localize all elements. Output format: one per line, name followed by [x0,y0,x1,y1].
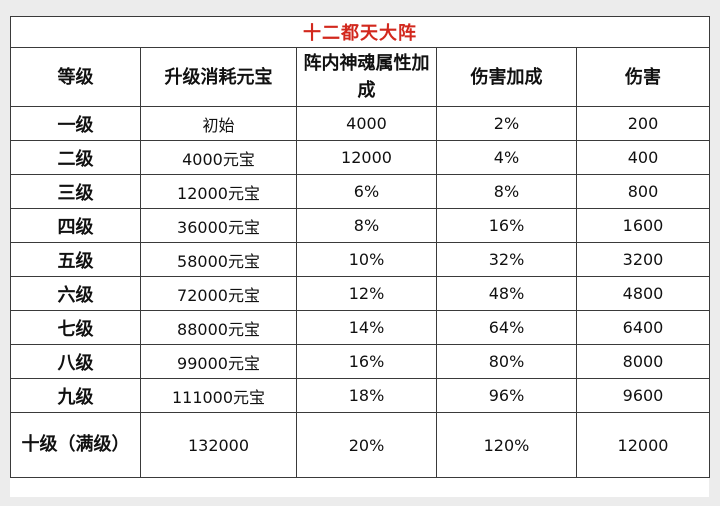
header-damage-bonus: 伤害加成 [436,47,577,107]
cell-level: 七级 [10,310,141,345]
cell-damage: 12000 [575,412,711,478]
cell-level: 八级 [10,344,141,379]
upgrade-table: 十二都天大阵 等级 升级消耗元宝 阵内神魂属性加成 伤害加成 伤害 一级 初始 … [9,16,711,478]
table-sheet: 十二都天大阵 等级 升级消耗元宝 阵内神魂属性加成 伤害加成 伤害 一级 初始 … [9,16,711,497]
cell-level: 五级 [10,242,141,277]
cell-damage-bonus: 4% [436,140,577,175]
header-cost: 升级消耗元宝 [140,47,297,107]
cell-damage: 1600 [575,208,711,243]
table-row: 六级 72000元宝 12% 48% 4800 [10,276,711,311]
cell-level: 三级 [10,174,141,209]
cell-soul-bonus: 8% [296,208,437,243]
cell-soul-bonus: 20% [296,412,437,478]
header-row: 等级 升级消耗元宝 阵内神魂属性加成 伤害加成 伤害 [10,47,711,107]
cell-cost: 36000元宝 [140,208,297,243]
cell-damage: 8000 [575,344,711,379]
table-row: 二级 4000元宝 12000 4% 400 [10,140,711,175]
cell-damage-bonus: 16% [436,208,577,243]
cell-soul-bonus: 18% [296,378,437,413]
cell-level: 二级 [10,140,141,175]
cell-damage: 400 [575,140,711,175]
cell-soul-bonus: 14% [296,310,437,345]
cell-level: 十级（满级） [10,412,141,478]
cell-cost: 111000元宝 [140,378,297,413]
cell-level: 四级 [10,208,141,243]
cell-cost: 初始 [140,106,297,141]
header-level: 等级 [10,47,141,107]
table-title: 十二都天大阵 [9,16,711,48]
cell-cost: 4000元宝 [140,140,297,175]
table-row: 八级 99000元宝 16% 80% 8000 [10,344,711,379]
table-row: 三级 12000元宝 6% 8% 800 [10,174,711,209]
cell-level: 六级 [10,276,141,311]
cell-soul-bonus: 10% [296,242,437,277]
table-row: 十级（满级） 132000 20% 120% 12000 [10,412,711,478]
cell-damage: 200 [575,106,711,141]
cell-damage-bonus: 96% [436,378,577,413]
cell-damage-bonus: 120% [436,412,577,478]
cell-cost: 88000元宝 [140,310,297,345]
cell-soul-bonus: 12% [296,276,437,311]
cell-damage-bonus: 48% [436,276,577,311]
table-row: 一级 初始 4000 2% 200 [10,106,711,141]
cell-damage: 9600 [575,378,711,413]
table-row: 七级 88000元宝 14% 64% 6400 [10,310,711,345]
cell-cost: 72000元宝 [140,276,297,311]
cell-damage-bonus: 64% [436,310,577,345]
table-row: 九级 111000元宝 18% 96% 9600 [10,378,711,413]
cell-level: 一级 [10,106,141,141]
cell-soul-bonus: 4000 [296,106,437,141]
cell-damage-bonus: 32% [436,242,577,277]
cell-soul-bonus: 16% [296,344,437,379]
header-damage: 伤害 [575,47,711,107]
cell-damage-bonus: 80% [436,344,577,379]
cell-damage: 800 [575,174,711,209]
table-row: 五级 58000元宝 10% 32% 3200 [10,242,711,277]
cell-damage-bonus: 8% [436,174,577,209]
cell-damage: 3200 [575,242,711,277]
cell-damage-bonus: 2% [436,106,577,141]
cell-level: 九级 [10,378,141,413]
cell-cost: 58000元宝 [140,242,297,277]
cell-damage: 6400 [575,310,711,345]
table-row: 四级 36000元宝 8% 16% 1600 [10,208,711,243]
cell-cost: 132000 [140,412,297,478]
cell-soul-bonus: 6% [296,174,437,209]
cell-damage: 4800 [575,276,711,311]
cell-cost: 99000元宝 [140,344,297,379]
header-soul-bonus: 阵内神魂属性加成 [296,47,437,107]
cell-soul-bonus: 12000 [296,140,437,175]
cell-cost: 12000元宝 [140,174,297,209]
